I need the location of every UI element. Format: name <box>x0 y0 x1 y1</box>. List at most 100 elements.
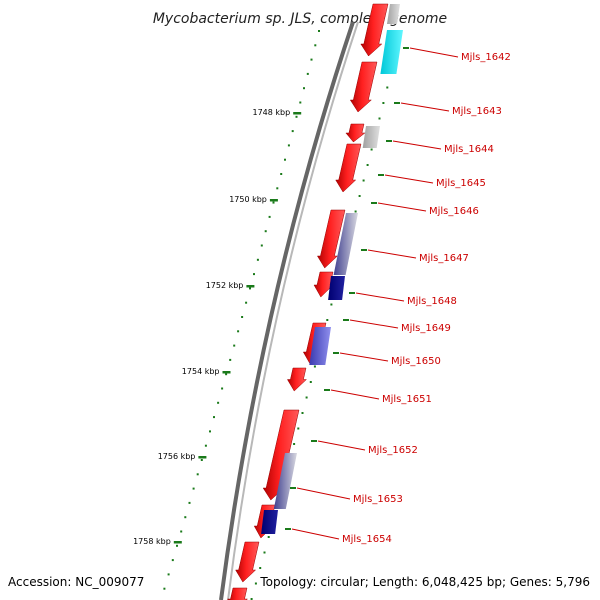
gene-label: Mjls_1642 <box>461 52 511 63</box>
gene-tick <box>394 102 400 104</box>
scale-dot <box>176 544 178 547</box>
gene-feature-navy <box>328 276 345 300</box>
scale-dot <box>295 115 298 118</box>
label-leader-line <box>400 102 450 112</box>
gene-arrow-forward <box>316 209 346 269</box>
gene-labels: Mjls_1642 Mjls_1643 Mjls_1644 Mjls_1645 Mjls… <box>285 47 511 545</box>
gene-label: Mjls_1654 <box>342 534 392 545</box>
label-leader-line <box>296 487 351 500</box>
scale-dot <box>204 444 207 447</box>
label-leader-line <box>349 319 399 329</box>
gene-arrow-forward <box>335 143 362 193</box>
gene-feature-cyan <box>380 30 403 74</box>
scale-tick <box>269 199 278 202</box>
accession-text: Accession: NC_009077 <box>8 575 144 589</box>
gene-label: Mjls_1649 <box>401 323 451 334</box>
scale-tick-label: 1758 kbp <box>133 537 171 546</box>
scale-tick-label: 1750 kbp <box>229 195 267 204</box>
gene-label: Mjls_1653 <box>353 494 403 505</box>
gene-feature-grey <box>362 126 380 148</box>
label-leader-line <box>355 292 405 302</box>
backbone-outer <box>219 21 355 600</box>
gene-feature-grey <box>387 4 400 24</box>
gene-tick <box>361 249 367 251</box>
scale-dot <box>184 516 187 519</box>
scale-dot <box>268 215 271 218</box>
scale-dot <box>209 430 211 433</box>
scale-dot <box>314 44 317 47</box>
gene-tick <box>290 487 296 489</box>
gene-label: Mjls_1651 <box>382 394 432 405</box>
gene-tick <box>371 202 377 204</box>
scale-tick <box>173 541 182 544</box>
scale-dot <box>221 387 224 390</box>
scale-tick-label: 1748 kbp <box>252 108 290 117</box>
gene-tick <box>285 528 291 530</box>
scale-dot <box>264 230 267 233</box>
scale-ticks: 1748 kbp 1750 kbp 1752 kbp 1754 kbp 1756 kbp… <box>133 108 302 546</box>
outer-dot <box>259 567 262 569</box>
scale-dot <box>241 316 244 318</box>
scale-dot-track <box>163 30 320 590</box>
scale-dot <box>188 501 191 504</box>
summary-text: Topology: circular; Length: 6,048,425 bp… <box>259 575 590 589</box>
scale-dot <box>171 559 174 562</box>
scale-dot <box>260 244 263 247</box>
scale-dot <box>163 587 166 590</box>
label-leader-line <box>384 174 434 184</box>
scale-dot <box>233 344 236 347</box>
scale-tick-label: 1752 kbp <box>206 281 244 290</box>
outer-dot <box>305 396 308 399</box>
scale-tick <box>246 285 255 288</box>
scale-dot <box>284 158 286 161</box>
scale-tick <box>293 112 302 115</box>
scale-tick-label: 1756 kbp <box>158 452 196 461</box>
scale-dot <box>167 573 170 576</box>
outer-dot <box>309 381 312 383</box>
scale-dot <box>299 101 302 104</box>
gene-label: Mjls_1650 <box>391 356 441 367</box>
scale-dot <box>272 201 275 204</box>
gene-tick <box>333 352 339 354</box>
gene-label: Mjls_1652 <box>368 445 418 456</box>
gene-label: Mjls_1645 <box>436 178 486 189</box>
outer-dot <box>326 319 329 321</box>
scale-dot <box>213 416 215 419</box>
scale-dot <box>310 58 313 61</box>
gene-tick <box>349 292 355 294</box>
gene-label: Mjls_1647 <box>419 253 469 264</box>
gene-arrow-forward <box>313 271 334 298</box>
label-leader-line <box>330 389 380 400</box>
scale-dot <box>318 30 320 32</box>
gene-tick <box>343 319 349 321</box>
scale-tick <box>222 371 231 374</box>
map-title: Mycobacterium sp. JLS, complete genome <box>153 11 447 27</box>
label-leader-line <box>409 47 459 58</box>
gene-features <box>227 3 403 600</box>
scale-tick-label: 1754 kbp <box>182 367 220 376</box>
outer-dot <box>250 598 253 600</box>
outer-dot <box>254 582 257 585</box>
scale-dot <box>196 473 199 476</box>
gene-label: Mjls_1644 <box>444 144 494 155</box>
outer-dot <box>358 195 361 197</box>
scale-dot <box>192 487 195 490</box>
label-leader-line <box>392 140 442 150</box>
gene-tick <box>386 140 392 142</box>
outer-dot <box>370 148 373 151</box>
scale-dot <box>225 373 228 376</box>
gene-label: Mjls_1648 <box>407 296 457 307</box>
scale-dot <box>303 87 305 90</box>
scale-dot <box>280 173 283 175</box>
outer-dot <box>330 303 333 306</box>
label-leader-line <box>317 440 366 451</box>
gene-label: Mjls_1646 <box>429 206 479 217</box>
gene-arrow-forward <box>286 367 308 392</box>
scale-dot <box>291 130 294 133</box>
gene-feature-blue-fade <box>333 213 358 275</box>
scale-dot <box>200 459 203 461</box>
gene-label: Mjls_1643 <box>452 106 502 117</box>
outer-dot <box>297 427 300 430</box>
gene-feature-navy <box>261 510 278 534</box>
